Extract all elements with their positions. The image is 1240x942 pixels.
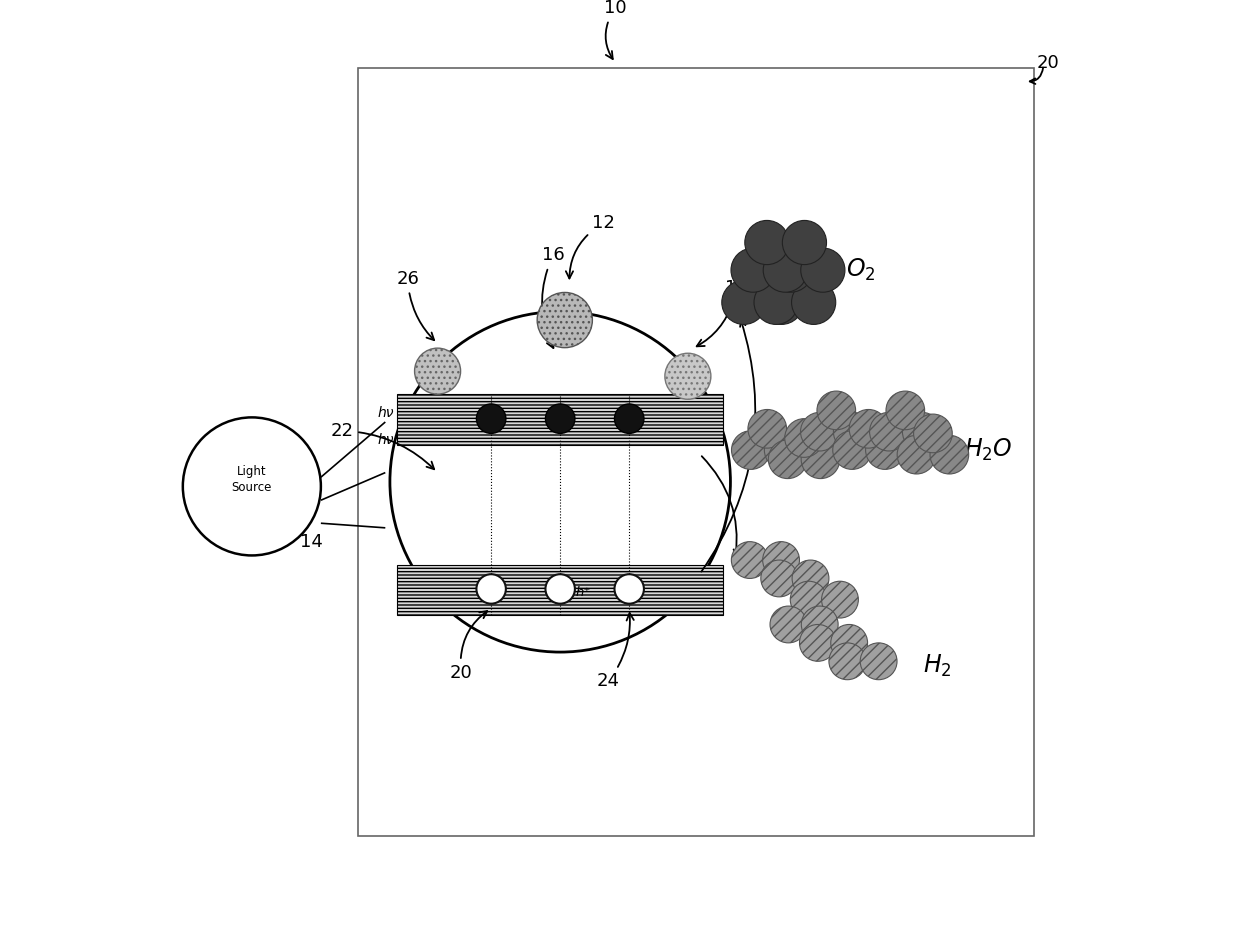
Circle shape [748, 410, 786, 448]
Circle shape [849, 410, 888, 448]
Circle shape [785, 418, 823, 457]
Circle shape [817, 391, 856, 430]
Circle shape [754, 281, 799, 324]
Circle shape [476, 404, 506, 433]
Circle shape [389, 312, 730, 652]
Circle shape [665, 353, 711, 399]
Circle shape [759, 281, 804, 324]
Bar [397, 564, 723, 615]
Circle shape [414, 349, 460, 394]
Text: $H_2$: $H_2$ [924, 653, 952, 679]
Circle shape [763, 248, 807, 292]
Circle shape [615, 404, 644, 433]
Circle shape [903, 413, 941, 451]
Circle shape [745, 220, 789, 265]
Text: 16: 16 [542, 246, 564, 348]
Circle shape [732, 248, 775, 292]
Circle shape [801, 440, 839, 479]
Text: Light
Source: Light Source [232, 464, 272, 494]
Text: 24: 24 [596, 613, 634, 690]
Circle shape [800, 625, 836, 661]
Circle shape [615, 575, 644, 604]
Text: 26: 26 [396, 269, 434, 340]
Circle shape [537, 292, 593, 348]
Circle shape [822, 581, 858, 618]
Circle shape [732, 430, 770, 469]
Circle shape [898, 435, 936, 474]
Circle shape [732, 542, 769, 578]
Circle shape [792, 560, 828, 597]
Text: 20: 20 [1037, 54, 1059, 72]
Text: 20: 20 [450, 611, 487, 682]
Circle shape [782, 220, 827, 265]
Circle shape [833, 430, 872, 469]
Circle shape [914, 414, 952, 453]
Circle shape [476, 575, 506, 604]
Circle shape [790, 581, 827, 618]
Circle shape [866, 430, 904, 469]
Circle shape [182, 417, 321, 556]
Circle shape [764, 430, 804, 469]
Text: 10: 10 [604, 0, 626, 59]
Text: 12: 12 [565, 214, 615, 279]
Text: 18: 18 [697, 280, 748, 347]
Circle shape [801, 413, 839, 451]
Text: 22: 22 [330, 422, 434, 469]
Text: $H_2O$: $H_2O$ [963, 436, 1013, 463]
Circle shape [801, 606, 838, 642]
Circle shape [869, 413, 908, 451]
Bar [397, 395, 723, 445]
Text: 14: 14 [298, 516, 324, 551]
Circle shape [769, 440, 807, 479]
Text: h⁺: h⁺ [575, 586, 591, 599]
Circle shape [546, 575, 575, 604]
Text: hν: hν [377, 406, 393, 420]
Circle shape [831, 625, 868, 661]
Circle shape [861, 642, 897, 680]
Circle shape [769, 248, 812, 292]
Circle shape [801, 248, 844, 292]
Circle shape [761, 560, 797, 597]
Circle shape [828, 642, 866, 680]
Circle shape [763, 542, 800, 578]
Bar [357, 68, 1034, 836]
Text: hν: hν [377, 433, 393, 447]
Circle shape [930, 435, 968, 474]
Circle shape [887, 391, 925, 430]
Circle shape [833, 413, 872, 451]
Circle shape [770, 606, 807, 642]
Text: $O_2$: $O_2$ [847, 257, 875, 284]
Circle shape [546, 404, 575, 433]
Circle shape [722, 281, 766, 324]
Circle shape [791, 281, 836, 324]
Text: e⁻: e⁻ [562, 411, 577, 424]
